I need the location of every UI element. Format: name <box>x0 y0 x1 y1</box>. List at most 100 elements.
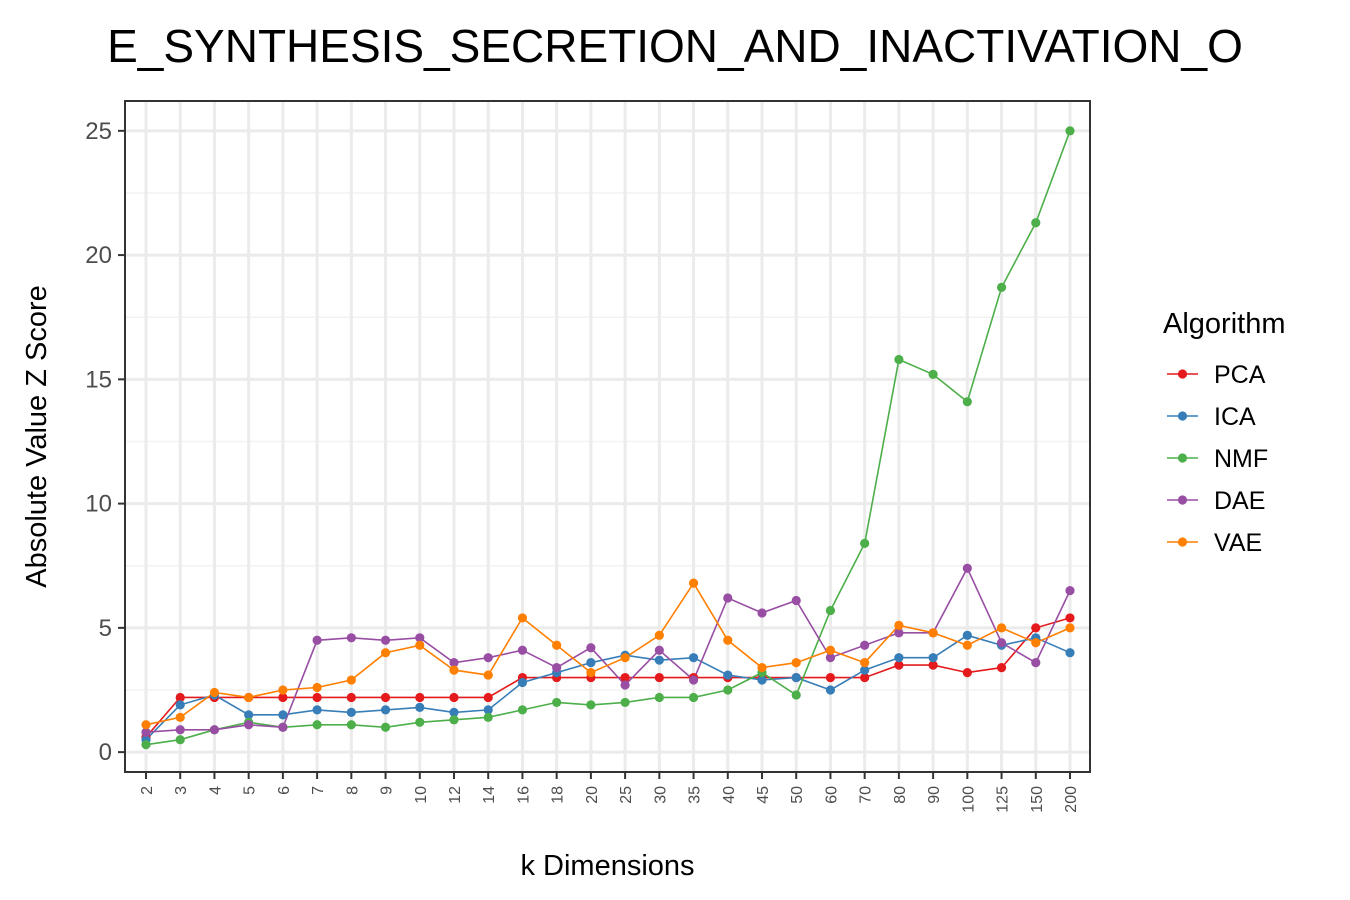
point-vae <box>620 653 630 663</box>
y-tick-label: 25 <box>85 118 112 145</box>
point-dae <box>723 593 733 603</box>
point-ica <box>688 653 699 663</box>
point-vae <box>1065 623 1075 633</box>
chart-title: E_SYNTHESIS_SECRETION_AND_INACTIVATION_O <box>107 20 1243 72</box>
y-tick-label: 10 <box>85 491 112 518</box>
point-nmf <box>996 282 1007 292</box>
legend-label-ica: ICA <box>1214 403 1256 431</box>
series-line-vae <box>145 581 1071 726</box>
point-nmf <box>928 369 938 379</box>
point-dae <box>517 645 528 655</box>
point-ica <box>723 670 733 680</box>
point-ica <box>962 630 972 640</box>
point-dae <box>1065 585 1075 596</box>
point-pca <box>620 672 630 683</box>
point-pca <box>962 667 972 678</box>
legend-point-vae <box>1177 537 1188 547</box>
x-tick-label: 90 <box>926 786 943 804</box>
point-vae <box>654 630 664 640</box>
point-vae <box>141 720 151 730</box>
point-nmf <box>483 712 493 722</box>
point-vae <box>962 640 972 650</box>
point-pca <box>380 692 391 703</box>
point-vae <box>928 628 938 638</box>
point-dae <box>620 680 630 690</box>
point-dae <box>209 725 220 735</box>
point-ica <box>757 675 767 685</box>
point-vae <box>244 692 254 703</box>
point-pca <box>894 660 904 670</box>
point-vae <box>278 685 288 695</box>
legend-point-dae <box>1177 495 1188 505</box>
x-tick-label: 4 <box>207 786 224 795</box>
x-tick-label: 5 <box>242 786 259 795</box>
point-dae <box>312 635 322 645</box>
legend-label-pca: PCA <box>1214 361 1266 389</box>
point-pca <box>996 663 1007 673</box>
point-vae <box>757 663 767 673</box>
point-dae <box>586 643 596 653</box>
point-pca <box>346 692 356 703</box>
point-nmf <box>175 735 185 745</box>
point-nmf <box>552 697 562 708</box>
point-pca <box>415 692 425 703</box>
point-ica <box>346 707 356 717</box>
x-tick-label: 70 <box>858 786 875 804</box>
x-tick-label: 20 <box>584 786 601 804</box>
point-ica <box>894 653 904 663</box>
point-nmf <box>825 605 836 616</box>
point-ica <box>483 705 493 715</box>
point-dae <box>278 722 288 732</box>
point-pca <box>825 672 836 683</box>
point-dae <box>141 727 151 737</box>
legend-title: Algorithm <box>1163 308 1286 340</box>
legend-label-nmf: NMF <box>1214 445 1268 473</box>
point-vae <box>825 645 836 655</box>
series-line-ica <box>145 634 1071 741</box>
x-tick-label: 100 <box>960 786 977 813</box>
y-tick-label: 15 <box>85 366 112 393</box>
point-vae <box>860 658 870 668</box>
legend-point-ica <box>1177 411 1188 421</box>
point-ica <box>244 710 254 720</box>
point-ica <box>928 653 938 663</box>
x-tick-label: 25 <box>618 786 635 804</box>
point-nmf <box>962 397 972 407</box>
point-ica <box>449 707 459 717</box>
x-tick-label: 35 <box>687 786 704 804</box>
point-vae <box>723 635 733 645</box>
y-axis-title: Absolute Value Z Score <box>21 285 53 588</box>
point-ica <box>517 677 528 688</box>
point-dae <box>1031 658 1041 668</box>
point-ica <box>654 655 664 665</box>
x-tick-label: 200 <box>1063 786 1080 813</box>
point-dae <box>962 563 972 573</box>
series-line-dae <box>145 566 1071 733</box>
point-ica <box>175 700 185 710</box>
y-tick-label: 20 <box>85 242 112 269</box>
series-points <box>141 126 1075 750</box>
point-nmf <box>312 720 322 730</box>
point-pca <box>928 660 938 670</box>
gridlines <box>125 101 1090 772</box>
x-axis-title: k Dimensions <box>520 850 694 882</box>
point-vae <box>1031 638 1041 648</box>
point-nmf <box>380 722 391 732</box>
point-nmf <box>860 538 870 548</box>
legend-items: PCA ICA NMF DAE VAE <box>1167 361 1268 557</box>
point-dae <box>380 635 391 645</box>
point-vae <box>791 658 801 668</box>
point-pca <box>860 672 870 683</box>
point-vae <box>517 613 528 623</box>
series-line-pca <box>145 617 1071 738</box>
series-line-nmf <box>145 130 1071 746</box>
x-tick-label: 8 <box>344 786 361 795</box>
point-vae <box>996 623 1007 633</box>
x-axis: 2 3 4 5 6 7 8 9 10 12 14 16 18 20 25 30 35 40 45 50 60 70 80 90… <box>139 772 1080 813</box>
point-nmf <box>723 685 733 695</box>
point-nmf <box>1031 218 1041 228</box>
point-dae <box>552 663 562 673</box>
x-tick-label: 45 <box>755 786 772 804</box>
point-dae <box>415 633 425 643</box>
x-tick-label: 2 <box>139 786 156 795</box>
